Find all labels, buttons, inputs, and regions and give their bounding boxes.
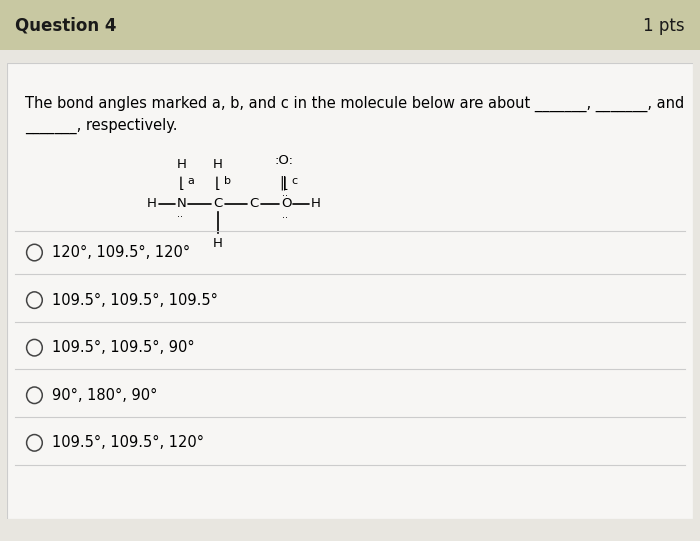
Text: The bond angles marked a, b, and c in the molecule below are about _______, ____: The bond angles marked a, b, and c in th… [25,95,684,111]
Text: c: c [291,176,298,186]
Text: ..: .. [282,188,288,197]
Text: H: H [176,158,186,171]
Text: a: a [188,176,194,186]
Text: C: C [213,197,223,210]
Text: Question 4: Question 4 [15,17,117,35]
Text: 109.5°, 109.5°, 120°: 109.5°, 109.5°, 120° [52,436,204,450]
Text: $\lfloor$: $\lfloor$ [214,174,221,192]
Text: 109.5°, 109.5°, 109.5°: 109.5°, 109.5°, 109.5° [52,293,218,308]
Text: $\|$: $\|$ [279,174,286,192]
Text: _______, respectively.: _______, respectively. [25,118,177,134]
Text: b: b [223,176,230,186]
Text: ..: .. [178,209,183,219]
Text: $\lfloor$: $\lfloor$ [178,174,185,192]
Text: N: N [176,197,186,210]
Text: :O:: :O: [275,154,294,167]
Text: 120°, 109.5°, 120°: 120°, 109.5°, 120° [52,245,190,260]
Text: 109.5°, 109.5°, 90°: 109.5°, 109.5°, 90° [52,340,195,355]
Text: O: O [281,197,292,210]
Text: 90°, 180°, 90°: 90°, 180°, 90° [52,388,158,403]
Text: H: H [147,197,157,210]
Text: H: H [213,158,223,171]
Text: H: H [311,197,321,210]
Text: $\lfloor$: $\lfloor$ [282,174,288,192]
Text: 1 pts: 1 pts [643,17,685,35]
Text: H: H [213,237,223,250]
Text: C: C [249,197,258,210]
Text: ..: .. [282,210,288,220]
